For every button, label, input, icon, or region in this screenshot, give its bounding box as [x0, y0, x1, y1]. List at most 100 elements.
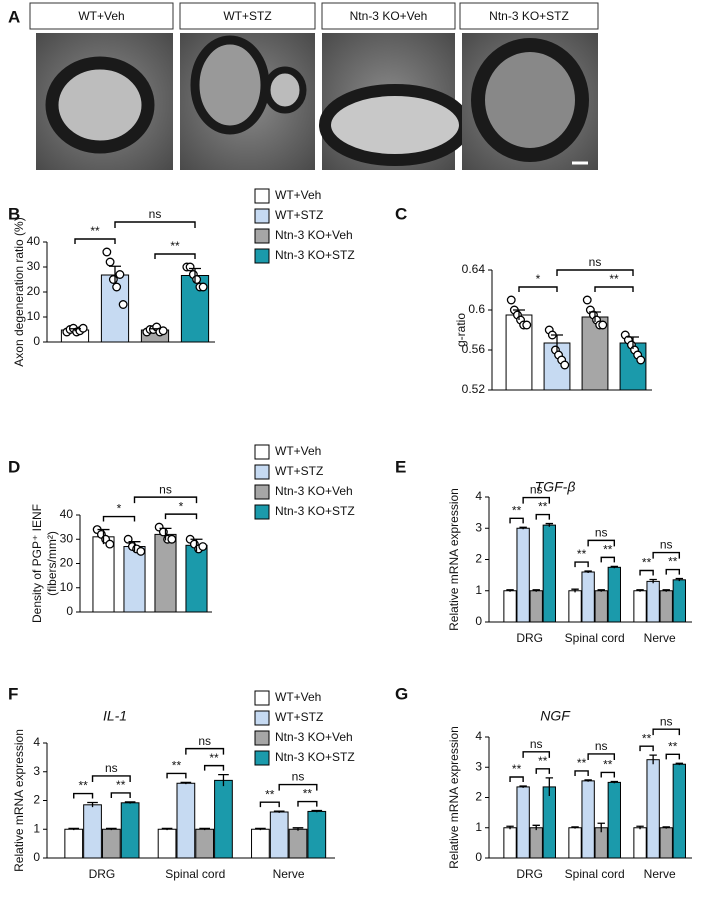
error-bar — [68, 827, 80, 831]
y-axis-label: Relative mRNA expression — [447, 488, 461, 631]
y-tick-label: 40 — [27, 234, 41, 248]
y-tick-label: 0.52 — [462, 382, 486, 396]
axon — [319, 84, 471, 166]
error-bar — [189, 267, 201, 283]
legend-swatch — [254, 730, 270, 746]
sig-label: ** — [538, 754, 548, 768]
sig-label: * — [536, 272, 541, 286]
error-bar — [218, 773, 229, 787]
legend-swatch — [254, 750, 270, 766]
y-axis-label: (fibers/mm²) — [45, 531, 59, 596]
y-axis-label: Relative mRNA expression — [447, 726, 461, 869]
sig-label: ns — [589, 255, 602, 269]
sig-bracket — [639, 569, 654, 576]
bar — [157, 828, 177, 859]
error-bar — [551, 334, 563, 351]
sig-label: ns — [149, 207, 162, 221]
sig-bracket — [652, 551, 681, 559]
bar — [633, 827, 647, 859]
error-bar — [649, 578, 657, 584]
sig-bracket — [556, 269, 634, 276]
bar — [214, 779, 233, 859]
data-point — [108, 275, 118, 284]
sig-bracket — [297, 800, 318, 807]
error-bar — [532, 589, 540, 592]
legend-label: WT+STZ — [275, 208, 323, 222]
x-tick-label: Spinal cord — [565, 867, 625, 881]
error-bar — [662, 826, 670, 829]
data-point — [105, 539, 115, 549]
bar — [633, 590, 647, 623]
bar — [659, 590, 673, 623]
error-bar — [506, 825, 514, 830]
y-tick-label: 1 — [475, 583, 482, 597]
data-point — [105, 257, 115, 267]
sig-bracket — [522, 751, 551, 758]
y-axis-label: Density of PGP⁺ IENF — [30, 504, 44, 623]
sig-label: * — [179, 499, 184, 513]
error-bar — [636, 589, 644, 592]
sig-label: ns — [198, 734, 211, 748]
sig-label: ** — [170, 239, 180, 253]
sig-bracket — [185, 747, 225, 755]
y-tick-label: 1 — [33, 821, 40, 835]
data-point — [192, 275, 202, 284]
legend-swatch — [254, 208, 270, 224]
error-bar — [97, 528, 110, 545]
y-tick-label: 3 — [33, 764, 40, 778]
legend-label: Ntn-3 KO+STZ — [275, 248, 355, 262]
panel-letter: C — [395, 204, 407, 223]
y-axis-label: Axon degeneration ratio (%) — [12, 217, 26, 366]
y-tick-label: 10 — [60, 580, 74, 594]
panel-letter: F — [8, 684, 18, 703]
legend-swatch — [254, 444, 270, 460]
sig-bracket — [259, 801, 280, 808]
bar — [516, 786, 530, 859]
y-tick-label: 1 — [475, 820, 482, 834]
x-tick-label: Spinal cord — [165, 867, 225, 881]
bar — [120, 802, 140, 859]
label-box — [29, 2, 174, 30]
sig-label: ** — [577, 547, 587, 561]
y-tick-label: 0.64 — [462, 262, 486, 276]
sig-label: ns — [660, 538, 673, 552]
bar — [101, 828, 121, 859]
data-point — [506, 295, 516, 305]
sig-bracket — [91, 775, 131, 782]
sig-label: ns — [159, 482, 172, 496]
bar — [568, 590, 582, 623]
legend-swatch — [254, 188, 270, 204]
sig-label: ** — [642, 556, 652, 570]
sig-label: ns — [595, 739, 608, 753]
data-point — [522, 320, 532, 330]
axon — [263, 66, 307, 114]
error-bar — [589, 311, 601, 322]
data-point — [198, 282, 208, 292]
data-point — [198, 542, 208, 551]
x-tick-label: Spinal cord — [565, 631, 625, 645]
x-tick-label: Nerve — [273, 867, 305, 881]
sig-bracket — [164, 513, 198, 520]
bar — [185, 544, 208, 613]
image-label: Ntn-3 KO+STZ — [489, 9, 569, 23]
data-point — [636, 355, 646, 365]
bar — [568, 827, 582, 859]
error-bar — [662, 589, 670, 592]
sig-label: ** — [668, 739, 678, 753]
sig-bracket — [600, 771, 616, 778]
bar — [594, 590, 608, 623]
error-bar — [675, 577, 684, 582]
error-bar — [519, 785, 527, 788]
label-box — [321, 2, 456, 30]
data-point — [115, 270, 125, 279]
y-tick-label: 10 — [27, 309, 41, 323]
sig-bracket — [587, 539, 616, 547]
panel-letter: D — [8, 457, 20, 476]
bar — [269, 811, 289, 859]
legend-label: WT+Veh — [275, 444, 321, 458]
error-bar — [506, 589, 514, 592]
image-label: WT+Veh — [78, 9, 124, 23]
error-bar — [109, 265, 121, 284]
sig-label: ** — [609, 272, 619, 286]
